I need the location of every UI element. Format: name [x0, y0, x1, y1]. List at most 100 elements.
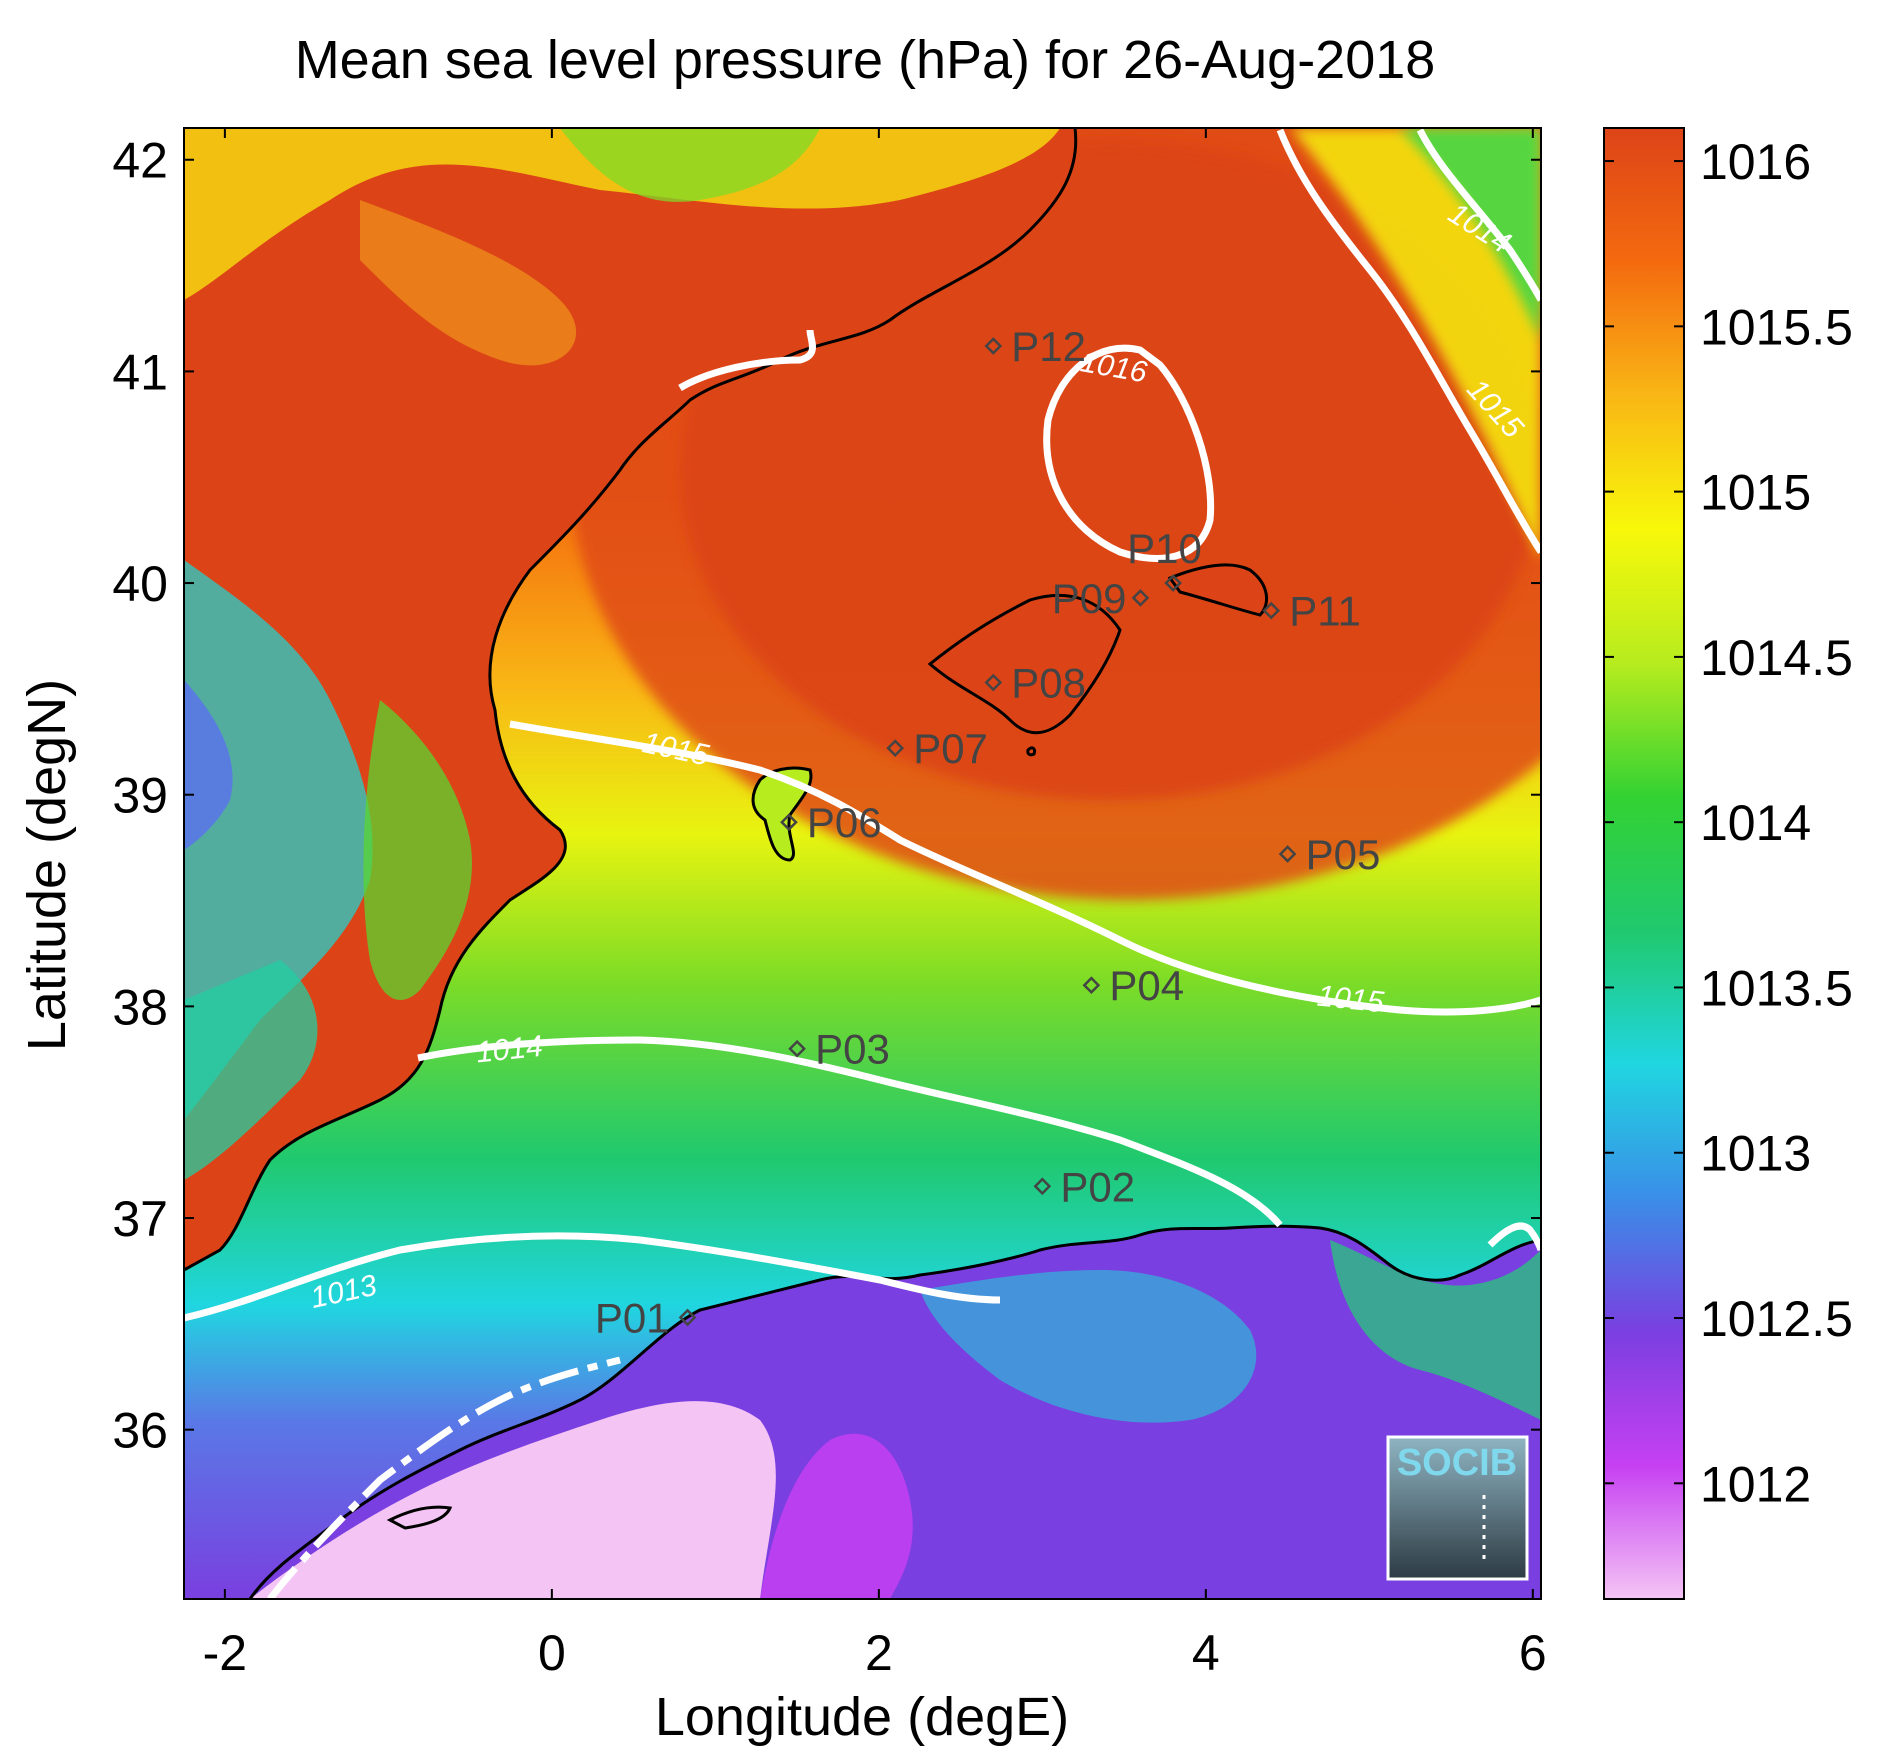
station-marker [1033, 1177, 1052, 1196]
station-marker [1131, 589, 1150, 607]
colorbar-gradient [1603, 127, 1685, 1600]
isobar-1015-north-coast [678, 329, 816, 392]
station-label: P06 [807, 799, 882, 846]
station-label: P08 [1011, 660, 1086, 707]
coastline-alboran [386, 1505, 453, 1530]
socib-logo: SOCIB [1386, 1435, 1529, 1581]
x-tick-label: 2 [865, 1625, 893, 1681]
station-p08: P08 [984, 660, 1086, 707]
chart-title: Mean sea level pressure (hPa) for 26-Aug… [295, 30, 1436, 90]
station-label: P09 [1052, 575, 1127, 622]
land-patch-west [184, 560, 373, 1120]
ne-gradient [1290, 128, 1541, 560]
station-label: P12 [1011, 323, 1086, 370]
station-marker [984, 673, 1003, 692]
station-marker [678, 1308, 697, 1327]
x-tick-label: -2 [203, 1625, 247, 1681]
station-marker [1278, 845, 1297, 863]
socib-logo-text: SOCIB [1397, 1442, 1517, 1484]
x-tick-label: 6 [1519, 1625, 1547, 1681]
land-africa-light [250, 1401, 776, 1599]
coastlines [184, 128, 1541, 1599]
station-label: P05 [1306, 831, 1381, 878]
isobar-1016 [1043, 344, 1215, 562]
colorbar-tick-label: 1016 [1700, 134, 1811, 190]
station-marker [788, 1039, 806, 1058]
station-label: P07 [913, 725, 988, 772]
ne-gradient-2 [1400, 128, 1541, 340]
station-label: P04 [1109, 962, 1184, 1009]
land-africa-green [1330, 1240, 1541, 1420]
colorbar-tick-label: 1015.5 [1700, 299, 1853, 355]
station-marker [780, 813, 798, 832]
coastline-menorca [1167, 563, 1269, 617]
colorbar: 1012 1012.5 1013 1013.5 1014 1014.5 1015 1015.5… [1603, 127, 1853, 1600]
y-tick-label: 40 [112, 556, 168, 612]
socib-logo-frame [1386, 1435, 1529, 1581]
colorbar-tick-label: 1013.5 [1700, 960, 1853, 1016]
x-axis-label: Longitude (degE) [655, 1687, 1069, 1747]
x-axis: -2 0 2 4 6 [203, 128, 1547, 1681]
y-tick-label: 39 [112, 768, 168, 824]
station-p11: P11 [1262, 588, 1361, 635]
station-marker [1262, 601, 1281, 620]
station-p10: P10 [1127, 525, 1202, 592]
station-label: P10 [1127, 525, 1202, 572]
land-patch-west-blue [184, 680, 233, 850]
plot-area: 1016 1015 1015 1015 1014 1014 1013 P01P0… [184, 128, 1541, 1599]
station-marker [1164, 574, 1182, 592]
plot-frame [183, 127, 1542, 1600]
colorbar-tick-label: 1014 [1700, 795, 1811, 851]
land-africa-teal [920, 1270, 1257, 1423]
isobar-label-1015-se: 1015 [1316, 980, 1386, 1020]
isobar-1013-africa [267, 1356, 621, 1599]
land-patch-north [184, 128, 1060, 300]
station-p03: P03 [788, 1026, 890, 1073]
y-tick-label: 38 [112, 979, 168, 1035]
isobar-1014 [417, 1036, 1283, 1228]
land-patch-south [184, 960, 318, 1180]
land-patch-east [363, 700, 472, 1000]
coastline-cabrera [1026, 746, 1036, 757]
station-label: P02 [1060, 1163, 1135, 1210]
station-p09: P09 [1052, 575, 1150, 622]
station-p04: P04 [1082, 962, 1184, 1009]
land-africa-magenta [760, 1433, 913, 1599]
x-tick-label: 4 [1192, 1625, 1220, 1681]
colorbar-tick-label: 1013 [1700, 1126, 1811, 1182]
isobar-label-1014: 1014 [474, 1030, 544, 1070]
station-p12: P12 [984, 323, 1086, 370]
y-tick-label: 37 [112, 1191, 168, 1247]
y-tick-label: 42 [112, 133, 168, 189]
colorbar-tick-label: 1012.5 [1700, 1291, 1853, 1347]
station-marker [1082, 976, 1101, 995]
station-label: P01 [595, 1294, 670, 1341]
coastline-mallorca [927, 593, 1122, 735]
station-p05: P05 [1278, 831, 1381, 878]
coastline-ibiza [751, 766, 813, 862]
land-patch-ebro [360, 200, 577, 366]
isobar-1015-north [1276, 128, 1541, 554]
station-marker [886, 739, 905, 757]
colorbar-tick-label: 1012 [1700, 1456, 1811, 1512]
y-axis-label: Latitude (degN) [17, 679, 77, 1051]
land-patch-green [560, 128, 820, 202]
isobar-1013 [184, 1232, 1001, 1322]
station-label: P03 [815, 1026, 890, 1073]
y-tick-label: 36 [112, 1403, 168, 1459]
coastline-africa [248, 1224, 1541, 1599]
colorbar-tick-label: 1014.5 [1700, 630, 1853, 686]
x-tick-label: 0 [538, 1625, 566, 1681]
island-menorca [1170, 564, 1267, 615]
isobar-1014-ne [1416, 128, 1541, 302]
y-axis: 36 37 38 39 40 41 42 [112, 133, 1541, 1459]
station-label: P11 [1289, 588, 1361, 635]
station-p01: P01 [595, 1294, 697, 1341]
station-p06: P06 [780, 799, 882, 846]
y-tick-label: 41 [112, 344, 168, 400]
colorbar-tick-label: 1015 [1700, 465, 1811, 521]
station-p02: P02 [1033, 1163, 1135, 1210]
